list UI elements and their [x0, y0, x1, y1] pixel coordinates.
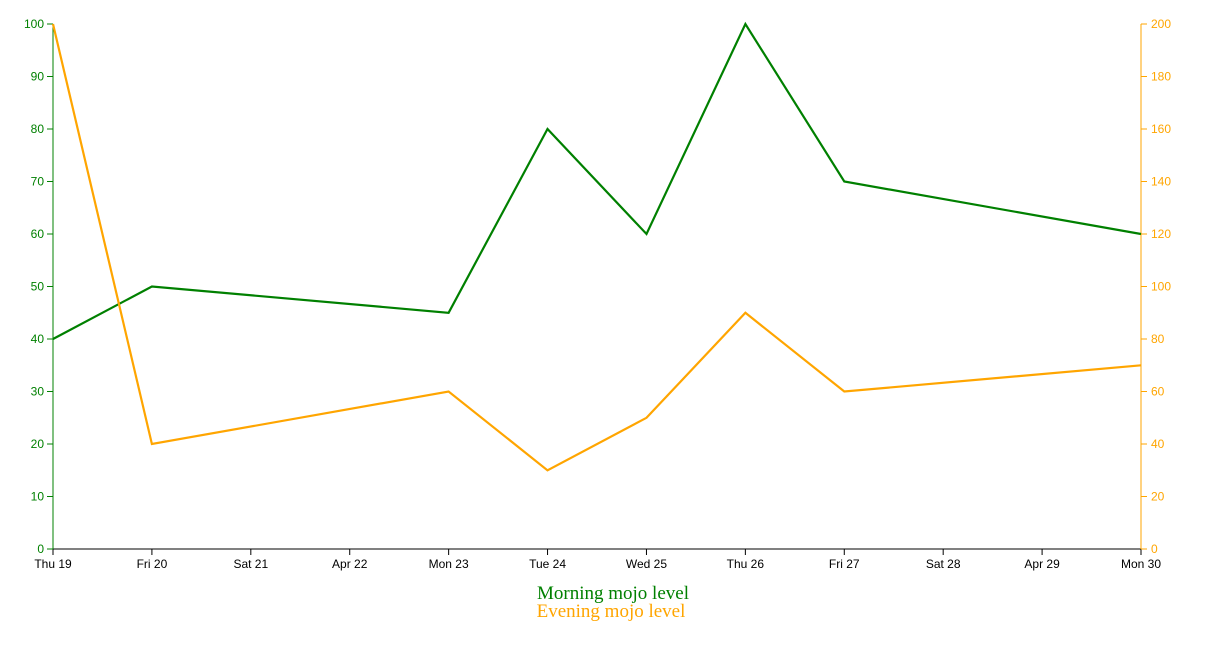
y-axis-right: 0 20 40 60 80 100 120 140 160 180 200 — [1140, 17, 1171, 556]
y-right-tick-label: 200 — [1151, 17, 1171, 31]
x-tick-label: Mon 23 — [429, 557, 469, 571]
y-right-tick-label: 20 — [1151, 490, 1165, 504]
legend: Morning mojo level Evening mojo level — [537, 583, 689, 622]
y-left-tick-label: 70 — [31, 175, 45, 189]
legend-evening: Evening mojo level — [537, 601, 686, 622]
x-tick-label: Sat 21 — [233, 557, 268, 571]
legend-morning: Morning mojo level — [537, 583, 689, 604]
y-right-tick-label: 180 — [1151, 70, 1171, 84]
y-right-tick-label: 60 — [1151, 385, 1165, 399]
y-left-tick-label: 100 — [24, 17, 44, 31]
y-right-tick-label: 80 — [1151, 332, 1165, 346]
x-tick-label: Fri 27 — [829, 557, 860, 571]
x-tick-label: Fri 20 — [137, 557, 168, 571]
y-left-tick-label: 0 — [37, 542, 44, 556]
y-left-tick-label: 20 — [31, 437, 45, 451]
y-left-tick-label: 10 — [31, 490, 45, 504]
x-tick-label: Thu 26 — [727, 557, 765, 571]
series-line-evening — [51, 23, 1142, 472]
x-tick-label: Apr 22 — [332, 557, 368, 571]
y-right-tick-label: 40 — [1151, 437, 1165, 451]
x-tick-label: Wed 25 — [626, 557, 667, 571]
y-right-tick-label: 160 — [1151, 122, 1171, 136]
x-tick-label: Mon 30 — [1121, 557, 1161, 571]
y-right-tick-label: 0 — [1151, 542, 1158, 556]
y-right-tick-label: 120 — [1151, 227, 1171, 241]
y-left-tick-label: 60 — [31, 227, 45, 241]
y-left-tick-label: 40 — [31, 332, 45, 346]
y-right-tick-label: 100 — [1151, 280, 1171, 294]
x-tick-label: Tue 24 — [529, 557, 566, 571]
y-left-tick-label: 30 — [31, 385, 45, 399]
series-layer — [51, 21, 1142, 472]
x-tick-label: Apr 29 — [1024, 557, 1060, 571]
y-left-tick-label: 50 — [31, 280, 45, 294]
y-left-tick-label: 90 — [31, 70, 45, 84]
x-axis: Thu 19 Fri 20 Sat 21 Apr 22 Mon 23 Tue 24 Wed … — [34, 548, 1161, 571]
y-axis-left: 0 10 20 30 40 50 60 70 80 90 100 — [24, 17, 54, 556]
x-tick-label: Thu 19 — [34, 557, 72, 571]
y-right-tick-label: 140 — [1151, 175, 1171, 189]
series-line-morning — [52, 21, 1142, 340]
y-left-tick-label: 80 — [31, 122, 45, 136]
x-tick-label: Sat 28 — [926, 557, 961, 571]
